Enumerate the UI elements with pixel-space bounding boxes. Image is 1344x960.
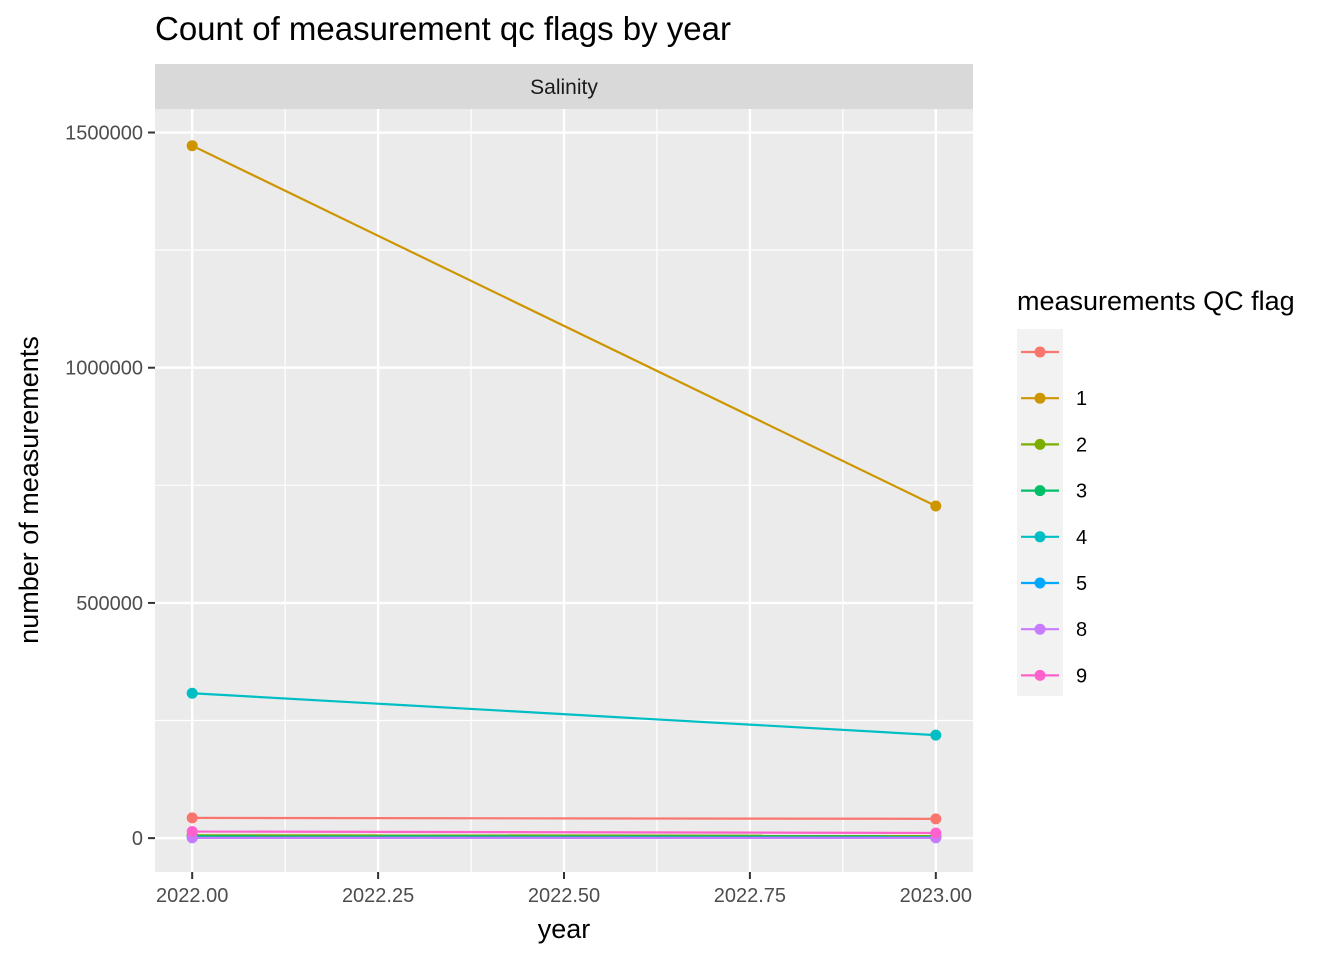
chart-title: Count of measurement qc flags by year: [155, 10, 731, 47]
data-point-4: [930, 729, 942, 741]
legend-key-point: [1034, 438, 1046, 450]
y-tick-label: 1500000: [65, 123, 143, 145]
x-tick-label: 2022.00: [156, 885, 228, 907]
legend-key-point: [1034, 485, 1046, 497]
data-point-blank: [930, 813, 942, 825]
series-line-4: [192, 692, 936, 737]
legend-label: 9: [1076, 665, 1087, 687]
legend-label: 4: [1076, 527, 1087, 549]
legend-key-point: [1034, 531, 1046, 543]
facet-label: Salinity: [530, 76, 598, 99]
legend-label: 2: [1076, 434, 1087, 456]
x-tick-label: 2022.50: [528, 885, 600, 907]
series-line-blank: [192, 816, 936, 820]
legend-key-background: [1017, 329, 1063, 696]
y-tick-label: 0: [132, 828, 143, 850]
y-axis-title: number of measurements: [14, 336, 44, 644]
x-tick-label: 2022.75: [714, 885, 786, 907]
legend-key-point: [1034, 623, 1046, 635]
legend-key-point: [1034, 669, 1046, 681]
legend: measurements QC flag 1 2 3 4 5 8 9: [1017, 286, 1295, 696]
x-tick-label: 2022.25: [342, 885, 414, 907]
series-layer: [186, 140, 942, 844]
data-point-9: [930, 827, 942, 839]
data-point-blank: [186, 812, 198, 824]
x-tick-label: 2023.00: [900, 885, 972, 907]
series-line-9: [192, 830, 936, 835]
legend-label: 1: [1076, 388, 1087, 410]
series-line-1: [191, 144, 937, 508]
facet-strip: [155, 64, 973, 109]
data-point-1: [930, 500, 942, 512]
legend-label: 5: [1076, 573, 1087, 595]
data-point-4: [186, 687, 198, 699]
legend-label: 3: [1076, 481, 1087, 503]
y-tick-label: 1000000: [65, 358, 143, 380]
legend-key-point: [1034, 392, 1046, 404]
legend-title: measurements QC flag: [1017, 286, 1295, 316]
data-point-9: [186, 826, 198, 838]
y-tick-label: 500000: [76, 593, 143, 615]
legend-key-point: [1034, 346, 1046, 358]
axes: 2022.00 2022.25 2022.50 2022.75 2023.00 0 5000…: [65, 123, 972, 907]
data-point-1: [186, 140, 198, 152]
legend-label: 8: [1076, 619, 1087, 641]
legend-key-point: [1034, 577, 1046, 589]
x-axis-title: year: [538, 914, 591, 944]
